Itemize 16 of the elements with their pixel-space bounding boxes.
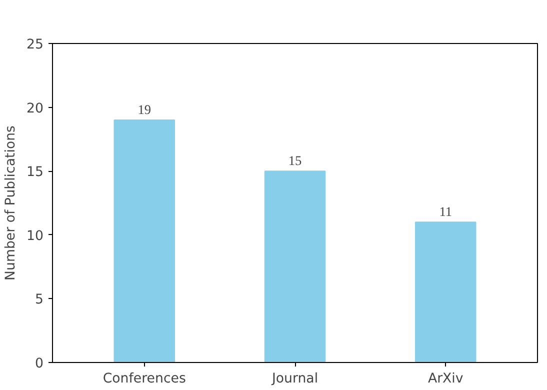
y-tick-label: 20: [26, 101, 44, 116]
bar: [114, 120, 176, 362]
data-label: 19: [138, 102, 152, 118]
bar: [414, 222, 476, 362]
y-axis-title: Number of Publications: [4, 125, 19, 280]
x-tick-label: Journal: [270, 372, 318, 386]
x-tick-label: ArXiv: [428, 372, 464, 386]
data-label: 15: [288, 153, 302, 168]
y-tick-label: 15: [26, 165, 44, 180]
bar: [264, 170, 326, 362]
y-tick-label: 0: [35, 356, 44, 372]
y-tick-label: 25: [26, 38, 44, 52]
y-tick-label: 10: [26, 228, 44, 244]
data-label: 11: [439, 204, 452, 220]
y-tick-label: 5: [35, 292, 44, 308]
x-tick-label: Conferences: [102, 372, 186, 386]
